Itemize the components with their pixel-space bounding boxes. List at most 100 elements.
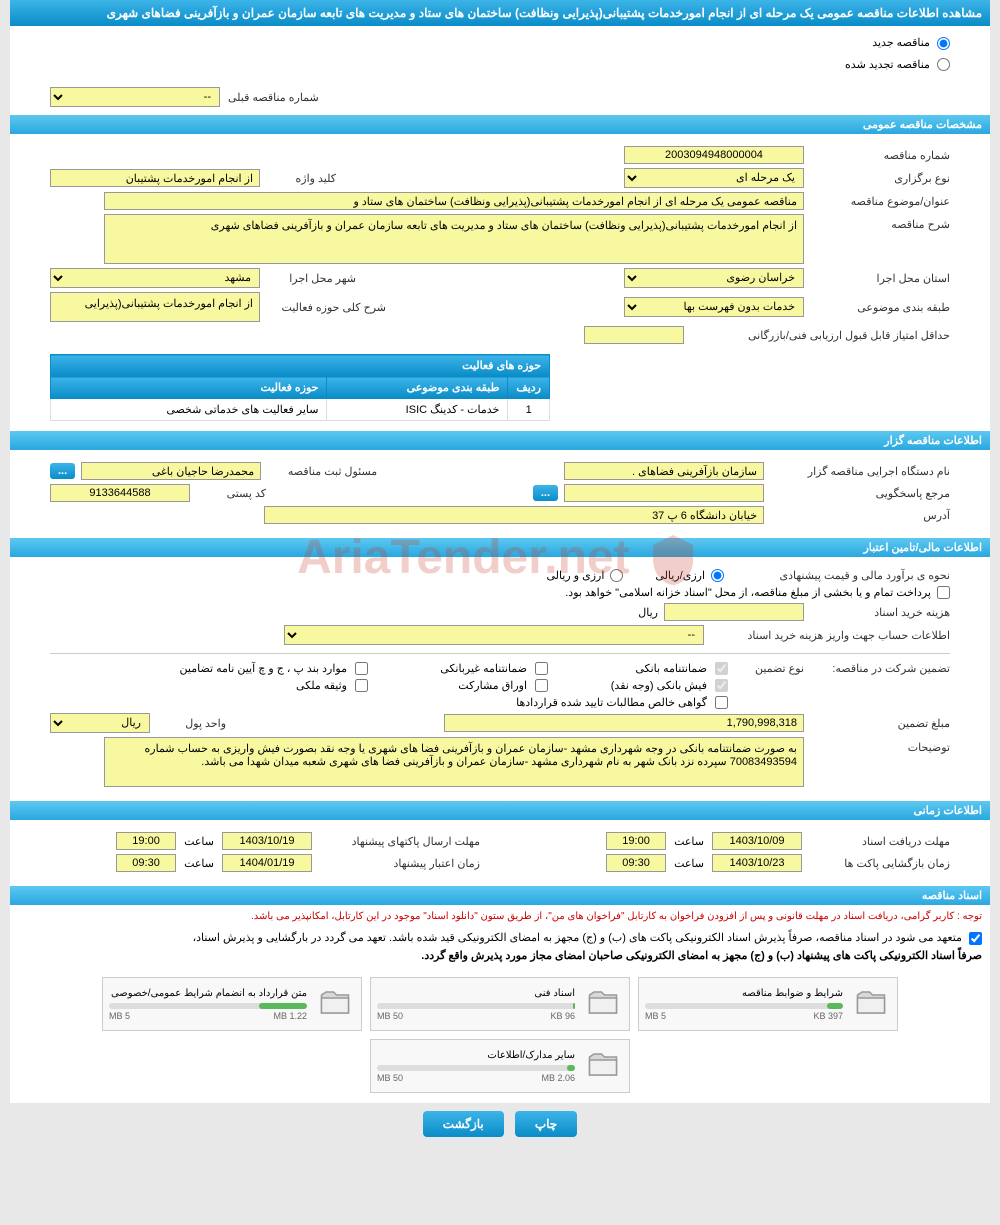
classification-label: طبقه بندی موضوعی <box>810 301 950 314</box>
envelope-deadline-date[interactable] <box>222 832 312 850</box>
radio-currency-rial-label: ارزی/ریالی <box>655 569 705 582</box>
section-header-documents: اسناد مناقصه <box>10 886 990 905</box>
guarantee-checkbox-item: ضمانتنامه غیربانکی <box>388 662 548 675</box>
activity-desc-field[interactable]: از انجام امورخدمات پشتیبانی(پذیرایی <box>50 292 260 322</box>
account-info-label: اطلاعات حساب جهت واریز هزینه خرید اسناد <box>710 629 950 642</box>
financial-notes-label: توضیحات <box>810 737 950 754</box>
print-button[interactable]: چاپ <box>515 1111 577 1137</box>
time-label: ساعت <box>184 835 214 848</box>
radio-renewed-tender-label: مناقصه تجدید شده <box>845 59 930 71</box>
guarantee-checkbox-item: فیش بانکی (وجه نقد) <box>568 679 728 692</box>
file-progress <box>109 1003 307 1009</box>
file-total: 5 MB <box>645 1011 666 1021</box>
time-label: ساعت <box>674 857 704 870</box>
activity-th-class: طبقه بندی موضوعی <box>327 377 508 399</box>
envelope-deadline-label: مهلت ارسال پاکتهای پیشنهاد <box>320 835 480 848</box>
file-box[interactable]: اسناد فنی96 KB50 MB <box>370 977 630 1031</box>
tender-desc-field[interactable]: از انجام امورخدمات پشتیبانی(پذیرایی ونظا… <box>104 214 804 264</box>
guarantee-checkbox-4[interactable] <box>535 679 548 692</box>
commitment-checkbox[interactable] <box>969 932 982 945</box>
guarantee-checkbox-label: ضمانتنامه بانکی <box>635 662 707 675</box>
radio-new-tender[interactable]: مناقصه جدید <box>50 32 950 54</box>
file-box[interactable]: شرایط و ضوابط مناقصه397 KB5 MB <box>638 977 898 1031</box>
commitment-line1: متعهد می شود در اسناد مناقصه، صرفاً پذیر… <box>193 932 962 944</box>
guarantee-checkbox-label: ضمانتنامه غیربانکی <box>440 662 527 675</box>
address-field[interactable] <box>264 506 764 524</box>
guarantee-checkbox-1[interactable] <box>535 662 548 675</box>
guarantee-checkbox-0[interactable] <box>715 662 728 675</box>
section-header-organizer: اطلاعات مناقصه گزار <box>10 431 990 450</box>
doc-deadline-label: مهلت دریافت اسناد <box>810 835 950 848</box>
guarantee-amount-field[interactable] <box>444 714 804 732</box>
reference-field[interactable] <box>564 484 764 502</box>
opening-time[interactable] <box>606 854 666 872</box>
guarantee-checkbox-label: وثیقه ملکی <box>296 679 347 692</box>
radio-currency-both[interactable] <box>610 569 623 582</box>
tender-number-field[interactable] <box>624 146 804 164</box>
folder-icon <box>315 984 355 1024</box>
doc-deadline-date[interactable] <box>712 832 802 850</box>
address-label: آدرس <box>770 509 950 522</box>
tender-title-label: عنوان/موضوع مناقصه <box>810 195 950 208</box>
keyword-field[interactable] <box>50 169 260 187</box>
activity-table-title: حوزه های فعالیت <box>51 355 550 377</box>
reference-label: مرجع پاسخگویی <box>770 487 950 500</box>
responsible-field[interactable] <box>81 462 261 480</box>
opening-date[interactable] <box>712 854 802 872</box>
commitment-block: متعهد می شود در اسناد مناقصه، صرفاً پذیر… <box>10 926 990 969</box>
documents-warning: توجه : کاربر گرامی، دریافت اسناد در مهلت… <box>10 907 990 926</box>
responsible-label: مسئول ثبت مناقصه <box>267 465 377 478</box>
agency-field[interactable] <box>564 462 764 480</box>
account-info-select[interactable]: -- <box>284 625 704 645</box>
guarantee-checkbox-2[interactable] <box>355 662 368 675</box>
activity-desc-label: شرح کلی حوزه فعالیت <box>266 301 386 314</box>
guarantee-checkbox-item: اوراق مشارکت <box>388 679 548 692</box>
guarantee-checkbox-5[interactable] <box>355 679 368 692</box>
validity-time[interactable] <box>116 854 176 872</box>
activity-th-field: حوزه فعالیت <box>51 377 327 399</box>
min-score-field[interactable] <box>584 326 684 344</box>
tender-desc-label: شرح مناقصه <box>810 214 950 231</box>
city-select[interactable]: مشهد <box>50 268 260 288</box>
classification-select[interactable]: خدمات بدون فهرست بها <box>624 297 804 317</box>
responsible-picker-button[interactable]: ... <box>50 463 75 479</box>
postal-code-label: کد پستی <box>196 487 266 500</box>
province-select[interactable]: خراسان رضوی <box>624 268 804 288</box>
prev-tender-select[interactable]: -- <box>50 87 220 107</box>
reference-picker-button[interactable]: ... <box>533 485 558 501</box>
postal-code-field[interactable] <box>50 484 190 502</box>
file-box[interactable]: سایر مدارک/اطلاعات2.06 MB50 MB <box>370 1039 630 1093</box>
radio-renewed-tender[interactable]: مناقصه تجدید شده <box>50 54 950 76</box>
treasury-checkbox[interactable] <box>937 586 950 599</box>
tender-number-label: شماره مناقصه <box>810 149 950 162</box>
doc-cost-label: هزینه خرید اسناد <box>810 606 950 619</box>
prev-tender-label: شماره مناقصه قبلی <box>228 91 319 104</box>
guarantee-checkbox-label: فیش بانکی (وجه نقد) <box>611 679 707 692</box>
treasury-note: پرداخت تمام و یا بخشی از مبلغ مناقصه، از… <box>565 586 931 599</box>
file-progress <box>377 1065 575 1071</box>
envelope-deadline-time[interactable] <box>116 832 176 850</box>
file-used: 1.22 MB <box>273 1011 307 1021</box>
doc-deadline-time[interactable] <box>606 832 666 850</box>
tender-title-field[interactable] <box>104 192 804 210</box>
agency-label: نام دستگاه اجرایی مناقصه گزار <box>770 465 950 478</box>
guarantee-checkbox-label: موارد بند پ ، ج و چ آیین نامه تضامین <box>180 662 347 675</box>
section-header-general: مشخصات مناقصه عمومی <box>10 115 990 134</box>
back-button[interactable]: بازگشت <box>423 1111 504 1137</box>
file-used: 397 KB <box>813 1011 843 1021</box>
file-name: اسناد فنی <box>377 988 575 999</box>
financial-notes-field[interactable]: به صورت ضمانتنامه بانکی در وجه شهرداری م… <box>104 737 804 787</box>
radio-new-tender-input[interactable] <box>937 37 950 50</box>
activity-table: حوزه های فعالیت ردیف طبقه بندی موضوعی حو… <box>50 354 550 421</box>
file-box[interactable]: متن قرارداد به انضمام شرایط عمومی/خصوصی1… <box>102 977 362 1031</box>
guarantee-unit-select[interactable]: ریال <box>50 713 150 733</box>
city-label: شهر محل اجرا <box>266 272 356 285</box>
radio-currency-rial[interactable] <box>711 569 724 582</box>
guarantee-checkbox-6[interactable] <box>715 696 728 709</box>
doc-cost-field[interactable] <box>664 603 804 621</box>
validity-date[interactable] <box>222 854 312 872</box>
radio-renewed-tender-input[interactable] <box>937 58 950 71</box>
guarantee-checkbox-3[interactable] <box>715 679 728 692</box>
holding-type-select[interactable]: یک مرحله ای <box>624 168 804 188</box>
guarantee-amount-label: مبلغ تضمین <box>810 717 950 730</box>
